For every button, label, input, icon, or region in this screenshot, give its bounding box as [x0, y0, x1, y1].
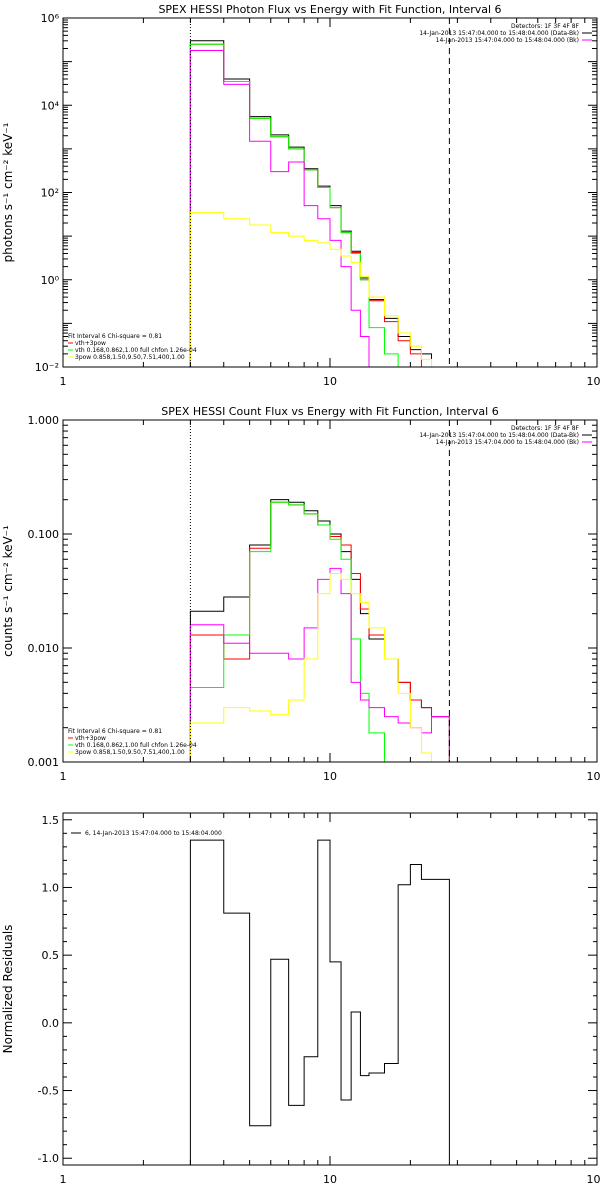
legend-bottom-left-item: 3pow 0.858,1.50,9.50,7.51,400,1.00	[75, 354, 185, 361]
x-tick-label: 100	[587, 375, 600, 388]
x-tick-label: 1	[60, 375, 67, 388]
legend-bottom-left-item: vth+3pow	[75, 340, 106, 347]
y-tick-label: 0.001	[28, 756, 60, 769]
legend-bottom-left-item: Fit Interval 6 Chi-square = 0.81	[68, 333, 162, 340]
legend-top-right-item: 14-Jan-2013 15:47:04.000 to 15:48:04.000…	[436, 37, 579, 44]
y-tick-label: 0.0	[42, 1017, 60, 1030]
series-group	[189, 40, 450, 367]
series-line-4	[189, 573, 450, 762]
series-group	[189, 839, 450, 1165]
series-line-2	[189, 43, 450, 367]
series-group	[189, 499, 450, 762]
legend-bottom-left-item: vth 0.168,0.862,1.00 full chfon 1.26e-04	[75, 347, 197, 354]
count-flux-panel: SPEX HESSI Count Flux vs Energy with Fit…	[1, 405, 600, 783]
y-axis-label: Normalized Residuals	[1, 925, 15, 1054]
y-tick-label: 0.5	[42, 949, 60, 962]
x-tick-label: 1	[60, 1173, 67, 1186]
y-tick-label: 1.0	[42, 881, 60, 894]
legend-top-right-item: Detectors: 1F 3F 4F 8F	[511, 425, 580, 432]
y-tick-label: 10²	[41, 187, 59, 200]
legend-top-right-item: 14-Jan-2013 15:47:04.000 to 15:48:04.000…	[419, 30, 579, 37]
legend-top-right-item: Detectors: 1F 3F 4F 8F	[511, 23, 580, 30]
series-line-0	[189, 839, 450, 1165]
y-tick-label: 0.010	[28, 642, 60, 655]
y-tick-label: 0.100	[28, 528, 60, 541]
y-tick-label: -1.0	[38, 1152, 59, 1165]
x-tick-label: 1	[60, 770, 67, 783]
series-line-3	[189, 49, 450, 367]
y-tick-label: 10⁴	[41, 99, 60, 112]
chart-title: SPEX HESSI Photon Flux vs Energy with Fi…	[158, 3, 501, 16]
legend-top-right-item: 14-Jan-2013 15:47:04.000 to 15:48:04.000…	[419, 432, 579, 439]
series-line-1	[189, 43, 450, 367]
y-tick-label: 10⁶	[41, 12, 60, 25]
series-line-4	[189, 211, 450, 367]
series-line-2	[189, 501, 450, 762]
legend-top-right-item: 14-Jan-2013 15:47:04.000 to 15:48:04.000…	[436, 439, 579, 446]
x-tick-label: 10	[323, 375, 337, 388]
series-line-0	[189, 40, 450, 367]
legend-top-left-item: 6, 14-Jan-2013 15:47:04.000 to 15:48:04.…	[85, 830, 222, 837]
legend-bottom-left-item: vth+3pow	[75, 735, 106, 742]
x-tick-label: 10	[323, 770, 337, 783]
y-tick-label: -0.5	[38, 1085, 59, 1098]
series-line-1	[189, 501, 450, 762]
x-tick-label: 10	[323, 1173, 337, 1186]
residuals-panel: 1 10 100 -1.0 -0.5 0.0 0.5 1.0 1.5 Normalized Res…	[1, 812, 600, 1186]
x-tick-label: 100	[587, 770, 600, 783]
chart-title: SPEX HESSI Count Flux vs Energy with Fit…	[161, 405, 498, 418]
photon-flux-panel: SPEX HESSI Photon Flux vs Energy with Fi…	[1, 3, 600, 388]
y-axis-label: counts s⁻¹ cm⁻² keV⁻¹	[1, 525, 15, 657]
y-tick-label: 10⁰	[41, 274, 60, 287]
legend-bottom-left-item: 3pow 0.858,1.50,9.50,7.51,400,1.00	[75, 749, 185, 756]
legend-bottom-left-item: vth 0.168,0.862,1.00 full chfon 1.26e-04	[75, 742, 197, 749]
y-axis-label: photons s⁻¹ cm⁻² keV⁻¹	[1, 122, 15, 262]
x-tick-label: 100	[587, 1173, 600, 1186]
y-tick-label: 10⁻²	[35, 361, 59, 374]
legend-bottom-left-item: Fit Interval 6 Chi-square = 0.81	[68, 728, 162, 735]
y-tick-label: 1.5	[42, 814, 60, 827]
y-tick-label: 1.000	[28, 414, 60, 427]
